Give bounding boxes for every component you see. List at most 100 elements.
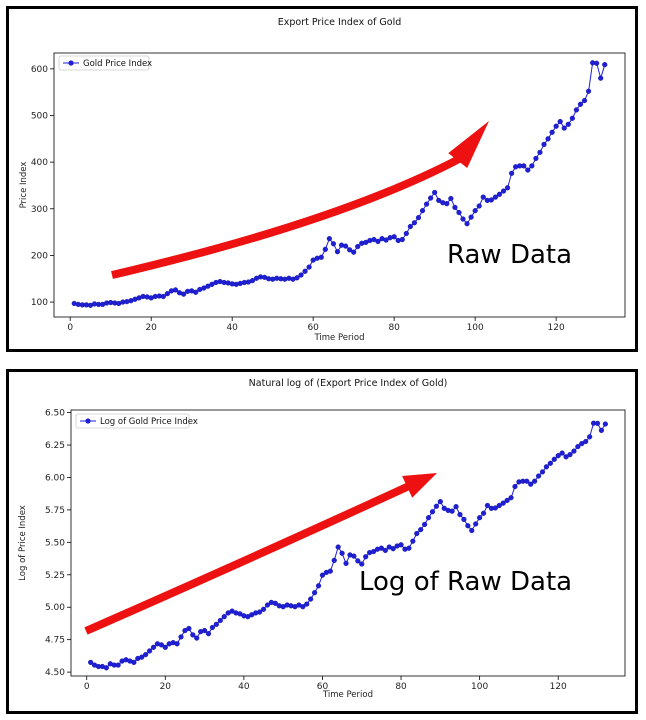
data-point xyxy=(553,123,559,129)
data-point xyxy=(302,268,308,274)
data-point xyxy=(461,516,467,522)
data-point xyxy=(312,590,318,596)
data-point xyxy=(213,621,219,627)
x-tick-label: 80 xyxy=(395,682,407,692)
data-point xyxy=(322,246,328,252)
data-point xyxy=(565,121,571,127)
data-point xyxy=(561,125,567,131)
data-point xyxy=(477,515,483,521)
data-point xyxy=(587,434,593,440)
trend-arrow-shaft xyxy=(84,482,411,635)
data-point xyxy=(347,247,353,253)
data-point xyxy=(543,464,550,470)
data-point xyxy=(205,631,212,637)
x-tick-label: 40 xyxy=(226,323,238,333)
data-point xyxy=(375,238,381,245)
data-point xyxy=(533,155,539,162)
data-point xyxy=(448,195,454,202)
data-point xyxy=(571,448,577,454)
y-axis-label: Log of Price Index xyxy=(18,505,28,581)
data-point xyxy=(209,624,216,631)
data-point xyxy=(549,129,555,135)
data-point xyxy=(464,221,470,227)
data-point xyxy=(602,421,608,427)
data-point xyxy=(583,438,589,445)
data-point xyxy=(436,197,442,203)
y-tick-label: 200 xyxy=(31,251,48,261)
x-tick-label: 20 xyxy=(160,682,172,692)
data-point xyxy=(419,208,426,214)
bottom-chart-panel: Natural log of (Export Price Index of Go… xyxy=(6,369,638,714)
legend-marker xyxy=(68,60,74,66)
data-point xyxy=(415,215,422,221)
data-point xyxy=(359,561,365,567)
data-point xyxy=(403,230,409,237)
data-point xyxy=(399,236,405,243)
x-tick-label: 100 xyxy=(471,682,488,692)
data-point xyxy=(418,527,424,533)
data-point xyxy=(437,499,443,505)
data-point xyxy=(249,278,256,284)
x-axis-label: Time Period xyxy=(313,333,364,343)
data-point xyxy=(318,254,324,260)
y-tick-label: 500 xyxy=(31,112,48,122)
data-point xyxy=(453,504,459,510)
data-point xyxy=(150,644,157,650)
data-point xyxy=(355,243,361,250)
data-point xyxy=(383,237,389,243)
legend-label: Gold Price Index xyxy=(83,59,152,69)
data-point xyxy=(146,648,153,654)
data-point xyxy=(391,234,397,240)
data-point xyxy=(432,189,438,196)
data-point xyxy=(444,201,450,207)
data-point xyxy=(382,547,388,553)
data-point xyxy=(504,497,510,504)
x-tick-label: 0 xyxy=(67,323,73,333)
price-index-chart: Export Price Index of Gold 0 20 40 60 80 100 12… xyxy=(19,17,626,343)
data-point xyxy=(472,208,478,214)
data-point xyxy=(524,478,530,484)
data-point xyxy=(488,197,494,203)
data-point xyxy=(326,236,332,242)
data-point xyxy=(260,606,267,612)
data-point xyxy=(563,454,569,460)
x-tick-label: 120 xyxy=(550,682,567,692)
data-point xyxy=(355,558,361,564)
data-point xyxy=(537,149,543,155)
legend-box xyxy=(58,55,150,71)
data-point xyxy=(525,167,531,173)
data-point xyxy=(557,118,563,125)
data-point xyxy=(598,427,605,433)
data-point xyxy=(414,530,420,537)
data-point xyxy=(594,60,600,66)
x-tick-label: 120 xyxy=(548,323,565,333)
data-point xyxy=(334,249,341,255)
data-point xyxy=(407,223,413,230)
data-point xyxy=(330,241,337,247)
data-point xyxy=(319,572,326,578)
data-point xyxy=(559,450,565,456)
data-point xyxy=(429,509,436,515)
y-tick-label: 300 xyxy=(31,205,48,215)
series-line xyxy=(90,422,606,669)
data-point xyxy=(428,195,434,201)
data-point xyxy=(343,560,349,566)
data-point xyxy=(193,289,199,295)
data-point xyxy=(300,604,306,610)
data-point xyxy=(201,627,208,634)
trend-arrow-head xyxy=(402,473,437,498)
x-tick-label: 20 xyxy=(145,323,157,333)
y-tick-label: 6.25 xyxy=(45,441,65,451)
y-tick-label: 4.50 xyxy=(45,668,65,678)
data-point xyxy=(492,505,498,511)
data-point xyxy=(158,642,164,648)
data-point xyxy=(473,521,479,527)
data-point xyxy=(602,62,608,68)
data-point xyxy=(264,602,271,608)
x-tick-label: 40 xyxy=(238,682,250,692)
data-point xyxy=(581,97,588,104)
data-point xyxy=(103,665,109,671)
data-point xyxy=(378,545,384,551)
data-point xyxy=(492,194,499,200)
data-point xyxy=(335,544,341,550)
